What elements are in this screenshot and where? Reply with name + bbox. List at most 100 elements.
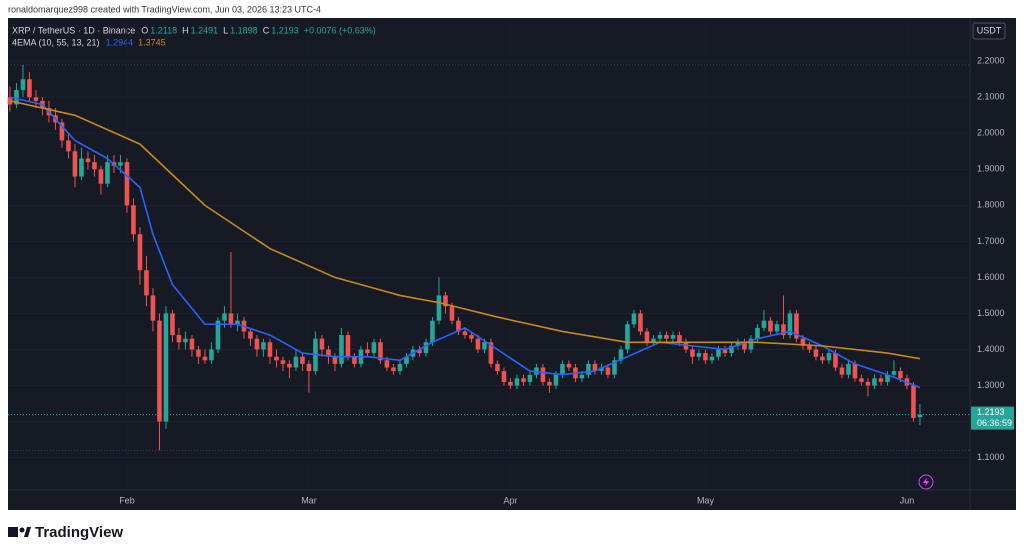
candle-body xyxy=(696,353,702,357)
legend: XRP / TetherUS · 1D · Binance O 1.2118 H 1.2… xyxy=(12,25,376,47)
candle-body xyxy=(293,356,299,368)
candle-body xyxy=(586,363,591,375)
candle-body xyxy=(33,97,39,101)
logo: TradingView xyxy=(8,524,123,541)
candle-body xyxy=(449,306,455,321)
candle-body xyxy=(852,363,858,379)
y-tick-label: 1.3000 xyxy=(977,380,1005,390)
candle-body xyxy=(514,378,520,386)
candle-body xyxy=(566,363,572,368)
candle-body xyxy=(716,349,721,357)
candle-body xyxy=(85,158,91,163)
legend-text: 4EMA (10, 55, 13, 21) xyxy=(12,37,100,47)
candle-body xyxy=(176,335,182,343)
y-tick-label: 1.1000 xyxy=(977,452,1005,462)
candle-body xyxy=(150,295,156,321)
legend-text: 1.2491 xyxy=(191,25,219,35)
candle-body xyxy=(495,363,500,372)
candle-body xyxy=(833,353,838,368)
candle-body xyxy=(222,313,227,321)
candle-body xyxy=(605,367,611,375)
candle-body xyxy=(664,335,669,339)
legend-text: L xyxy=(223,25,228,35)
candle-body xyxy=(384,360,390,368)
chart-background xyxy=(8,18,1016,510)
y-tick-label: 1.6000 xyxy=(977,272,1005,282)
candle-body xyxy=(761,320,767,328)
candle-body xyxy=(592,363,598,372)
alert-icon[interactable] xyxy=(918,474,934,490)
candle-body xyxy=(872,378,877,386)
candle-body xyxy=(443,295,448,307)
candle-body xyxy=(755,327,760,339)
plot: 1.10001.20001.30001.40001.50001.60001.70… xyxy=(7,18,1014,505)
candle-body xyxy=(553,374,559,386)
header: ronaldomarquez998 created with TradingVi… xyxy=(8,4,321,14)
alert-bolt xyxy=(923,477,929,487)
candle-body xyxy=(579,374,585,379)
candle-body xyxy=(677,335,682,343)
candle-body xyxy=(911,385,916,418)
candle-body xyxy=(456,320,461,332)
candle-body xyxy=(748,338,754,350)
currency[interactable]: USDT xyxy=(977,25,1002,35)
candle-body xyxy=(826,353,832,361)
candle-body xyxy=(670,335,676,339)
countdown: 06:36:59 xyxy=(977,418,1012,428)
candle-body xyxy=(352,356,357,364)
candle-body xyxy=(202,356,208,361)
candle-body xyxy=(917,414,923,418)
candle-body xyxy=(183,338,188,343)
last-price-label: 1.2193 xyxy=(977,407,1005,417)
candle-body xyxy=(898,371,903,379)
candle-body xyxy=(638,313,643,332)
candle-body xyxy=(703,353,708,361)
candle-body xyxy=(14,90,19,105)
candle-body xyxy=(820,356,825,361)
candle-body xyxy=(859,378,864,382)
currency-box[interactable] xyxy=(972,22,1006,40)
candle-body xyxy=(254,338,260,350)
candle-body xyxy=(98,169,104,184)
candle-body xyxy=(319,338,325,350)
candle-body xyxy=(631,313,637,325)
candle-body xyxy=(20,79,26,91)
candle-body xyxy=(59,122,65,141)
candle-body xyxy=(462,331,468,336)
candle-body xyxy=(644,331,650,343)
candle-body xyxy=(157,320,162,422)
candle-body xyxy=(813,349,819,357)
candle-body xyxy=(274,356,279,361)
candle-body xyxy=(800,338,806,346)
candle-body xyxy=(105,162,110,184)
brand: TradingView xyxy=(35,524,123,541)
candle-body xyxy=(280,360,286,364)
y-tick-label: 2.0000 xyxy=(977,128,1005,138)
candle-body xyxy=(137,234,143,271)
candle-body xyxy=(235,320,240,325)
candle-body xyxy=(787,313,793,336)
candle-body xyxy=(735,342,741,346)
candle-body xyxy=(306,363,312,372)
candle-body xyxy=(475,338,481,350)
candle-body xyxy=(404,356,409,364)
candle-body xyxy=(345,335,351,357)
candle-body xyxy=(423,342,429,354)
x-tick-label: Feb xyxy=(119,495,135,505)
ema-line xyxy=(9,100,921,360)
candle-body xyxy=(657,335,663,339)
x-tick-label: Mar xyxy=(301,495,317,505)
candle-body xyxy=(651,338,656,343)
x-tick-label: Apr xyxy=(503,495,517,505)
x-tick-label: Jun xyxy=(900,495,915,505)
y-tick-label: 2.2000 xyxy=(977,56,1005,66)
candle-body xyxy=(521,378,526,382)
candle-body xyxy=(397,363,403,372)
legend-text: 1.2193 xyxy=(271,25,299,35)
candle-body xyxy=(163,313,169,422)
candle-body xyxy=(27,79,32,98)
candle-body xyxy=(501,371,507,382)
legend-value: 1.2944 xyxy=(106,37,134,47)
candle-body xyxy=(66,140,71,152)
